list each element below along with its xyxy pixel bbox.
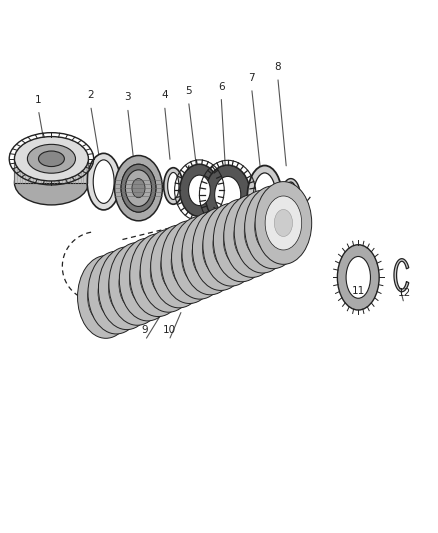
- Text: 4: 4: [161, 90, 168, 100]
- Ellipse shape: [234, 209, 270, 263]
- Ellipse shape: [107, 279, 125, 306]
- Ellipse shape: [121, 164, 156, 212]
- Text: 7: 7: [248, 73, 255, 83]
- Ellipse shape: [109, 243, 166, 325]
- Text: 1: 1: [35, 94, 42, 104]
- Polygon shape: [281, 179, 300, 215]
- Ellipse shape: [213, 218, 250, 272]
- Ellipse shape: [88, 270, 124, 324]
- Text: 12: 12: [397, 288, 410, 298]
- Ellipse shape: [265, 196, 302, 250]
- Ellipse shape: [234, 190, 291, 273]
- Ellipse shape: [140, 248, 177, 302]
- Ellipse shape: [138, 266, 157, 293]
- Ellipse shape: [119, 257, 155, 311]
- Ellipse shape: [28, 144, 75, 173]
- Ellipse shape: [150, 244, 187, 298]
- Ellipse shape: [180, 164, 219, 216]
- Ellipse shape: [245, 186, 301, 269]
- Ellipse shape: [78, 256, 134, 338]
- Ellipse shape: [115, 156, 162, 221]
- Ellipse shape: [264, 214, 282, 241]
- Ellipse shape: [171, 235, 208, 289]
- Polygon shape: [14, 159, 88, 183]
- Ellipse shape: [223, 213, 260, 268]
- Ellipse shape: [192, 227, 229, 280]
- Ellipse shape: [180, 249, 198, 276]
- Text: 10: 10: [162, 325, 176, 335]
- Ellipse shape: [159, 257, 178, 284]
- Ellipse shape: [182, 231, 218, 285]
- Ellipse shape: [253, 173, 276, 221]
- Ellipse shape: [125, 170, 152, 206]
- Ellipse shape: [149, 262, 167, 289]
- Ellipse shape: [121, 164, 156, 212]
- Ellipse shape: [88, 251, 145, 334]
- Ellipse shape: [168, 173, 179, 199]
- Ellipse shape: [254, 200, 291, 254]
- Ellipse shape: [98, 265, 134, 320]
- Ellipse shape: [192, 208, 249, 290]
- Text: 8: 8: [275, 62, 281, 72]
- Ellipse shape: [243, 223, 261, 249]
- Ellipse shape: [224, 195, 280, 277]
- Ellipse shape: [247, 166, 282, 228]
- Ellipse shape: [222, 231, 240, 258]
- Ellipse shape: [128, 270, 146, 297]
- Ellipse shape: [346, 256, 371, 298]
- Text: 9: 9: [142, 325, 148, 335]
- Ellipse shape: [188, 175, 210, 206]
- Ellipse shape: [161, 221, 218, 303]
- Ellipse shape: [164, 168, 183, 204]
- Ellipse shape: [213, 199, 270, 282]
- Text: 3: 3: [124, 92, 131, 102]
- Ellipse shape: [97, 284, 115, 310]
- Ellipse shape: [130, 234, 186, 317]
- Ellipse shape: [170, 253, 188, 280]
- Text: 6: 6: [218, 82, 225, 92]
- Ellipse shape: [244, 205, 281, 259]
- Ellipse shape: [129, 253, 166, 306]
- Ellipse shape: [132, 179, 145, 198]
- Ellipse shape: [201, 240, 219, 267]
- Ellipse shape: [151, 225, 207, 308]
- Ellipse shape: [274, 209, 293, 237]
- Ellipse shape: [117, 275, 136, 302]
- Ellipse shape: [337, 245, 379, 310]
- Ellipse shape: [39, 151, 64, 166]
- Ellipse shape: [99, 247, 155, 329]
- Ellipse shape: [203, 204, 259, 286]
- Polygon shape: [394, 259, 409, 292]
- Ellipse shape: [93, 160, 114, 204]
- Ellipse shape: [14, 160, 88, 205]
- Text: 11: 11: [352, 286, 365, 296]
- Text: 5: 5: [185, 86, 192, 96]
- Ellipse shape: [14, 136, 88, 181]
- Ellipse shape: [161, 239, 197, 294]
- Ellipse shape: [140, 230, 197, 312]
- Ellipse shape: [205, 165, 251, 224]
- Ellipse shape: [255, 182, 312, 264]
- Ellipse shape: [253, 218, 272, 245]
- Ellipse shape: [172, 216, 228, 299]
- Ellipse shape: [87, 154, 120, 210]
- Ellipse shape: [202, 222, 239, 276]
- Ellipse shape: [215, 176, 241, 213]
- Ellipse shape: [119, 238, 176, 321]
- Ellipse shape: [109, 261, 145, 315]
- Text: 2: 2: [87, 90, 94, 100]
- Ellipse shape: [212, 236, 230, 263]
- Ellipse shape: [182, 212, 239, 295]
- Ellipse shape: [191, 244, 209, 271]
- Ellipse shape: [233, 227, 251, 254]
